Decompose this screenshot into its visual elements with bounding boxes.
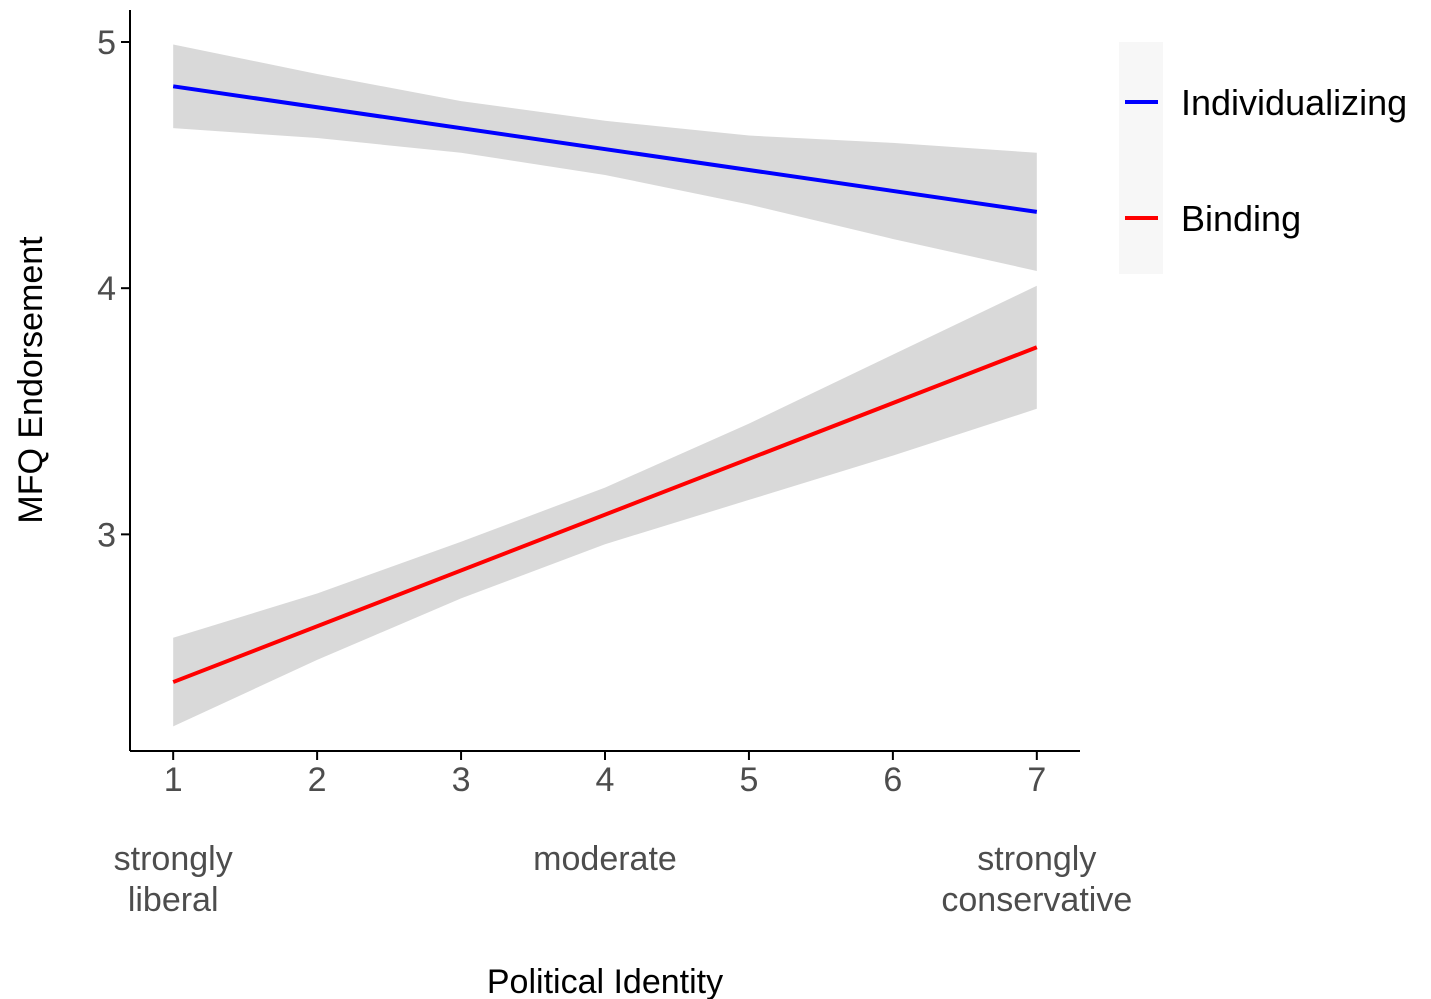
series-line-individualizing xyxy=(172,84,1038,214)
legend-label-binding: Binding xyxy=(1181,198,1301,239)
x-anchor-label-line: moderate xyxy=(533,840,677,878)
series-lines xyxy=(172,84,1038,684)
x-ticks: 1 2 3 4 5 6 7 xyxy=(164,751,1046,799)
legend-label-individualizing: Individualizing xyxy=(1181,82,1407,123)
y-axis-title: MFQ Endorsement xyxy=(12,236,50,524)
y-tick-label: 3 xyxy=(97,516,116,554)
x-axis-title: Political Identity xyxy=(487,963,723,999)
x-tick-label: 4 xyxy=(596,761,615,799)
legend: Individualizing Binding xyxy=(1119,42,1407,274)
x-anchor-label-line: conservative xyxy=(941,881,1132,919)
x-tick-label: 5 xyxy=(739,761,758,799)
x-anchor-label-line: liberal xyxy=(128,881,219,919)
ci-ribbon-binding xyxy=(173,285,1037,727)
y-tick-label: 4 xyxy=(97,270,116,308)
ci-ribbon-individualizing xyxy=(173,44,1037,271)
y-ticks: 3 4 5 xyxy=(97,24,130,554)
x-anchor-label-line: strongly xyxy=(114,840,233,878)
x-tick-label: 1 xyxy=(164,761,183,799)
x-tick-label: 6 xyxy=(883,761,902,799)
x-tick-label: 2 xyxy=(308,761,327,799)
x-anchor-label: strongly liberal xyxy=(114,840,233,919)
x-tick-label: 3 xyxy=(452,761,471,799)
x-tick-label: 7 xyxy=(1027,761,1046,799)
x-anchor-label: strongly conservative xyxy=(941,840,1132,919)
y-tick-label: 5 xyxy=(97,24,116,62)
confidence-ribbons xyxy=(173,44,1037,727)
x-anchor-label-line: strongly xyxy=(977,840,1096,878)
series-line-binding xyxy=(172,345,1038,684)
x-anchor-label: moderate xyxy=(533,840,677,878)
legend-key-background xyxy=(1119,42,1163,274)
